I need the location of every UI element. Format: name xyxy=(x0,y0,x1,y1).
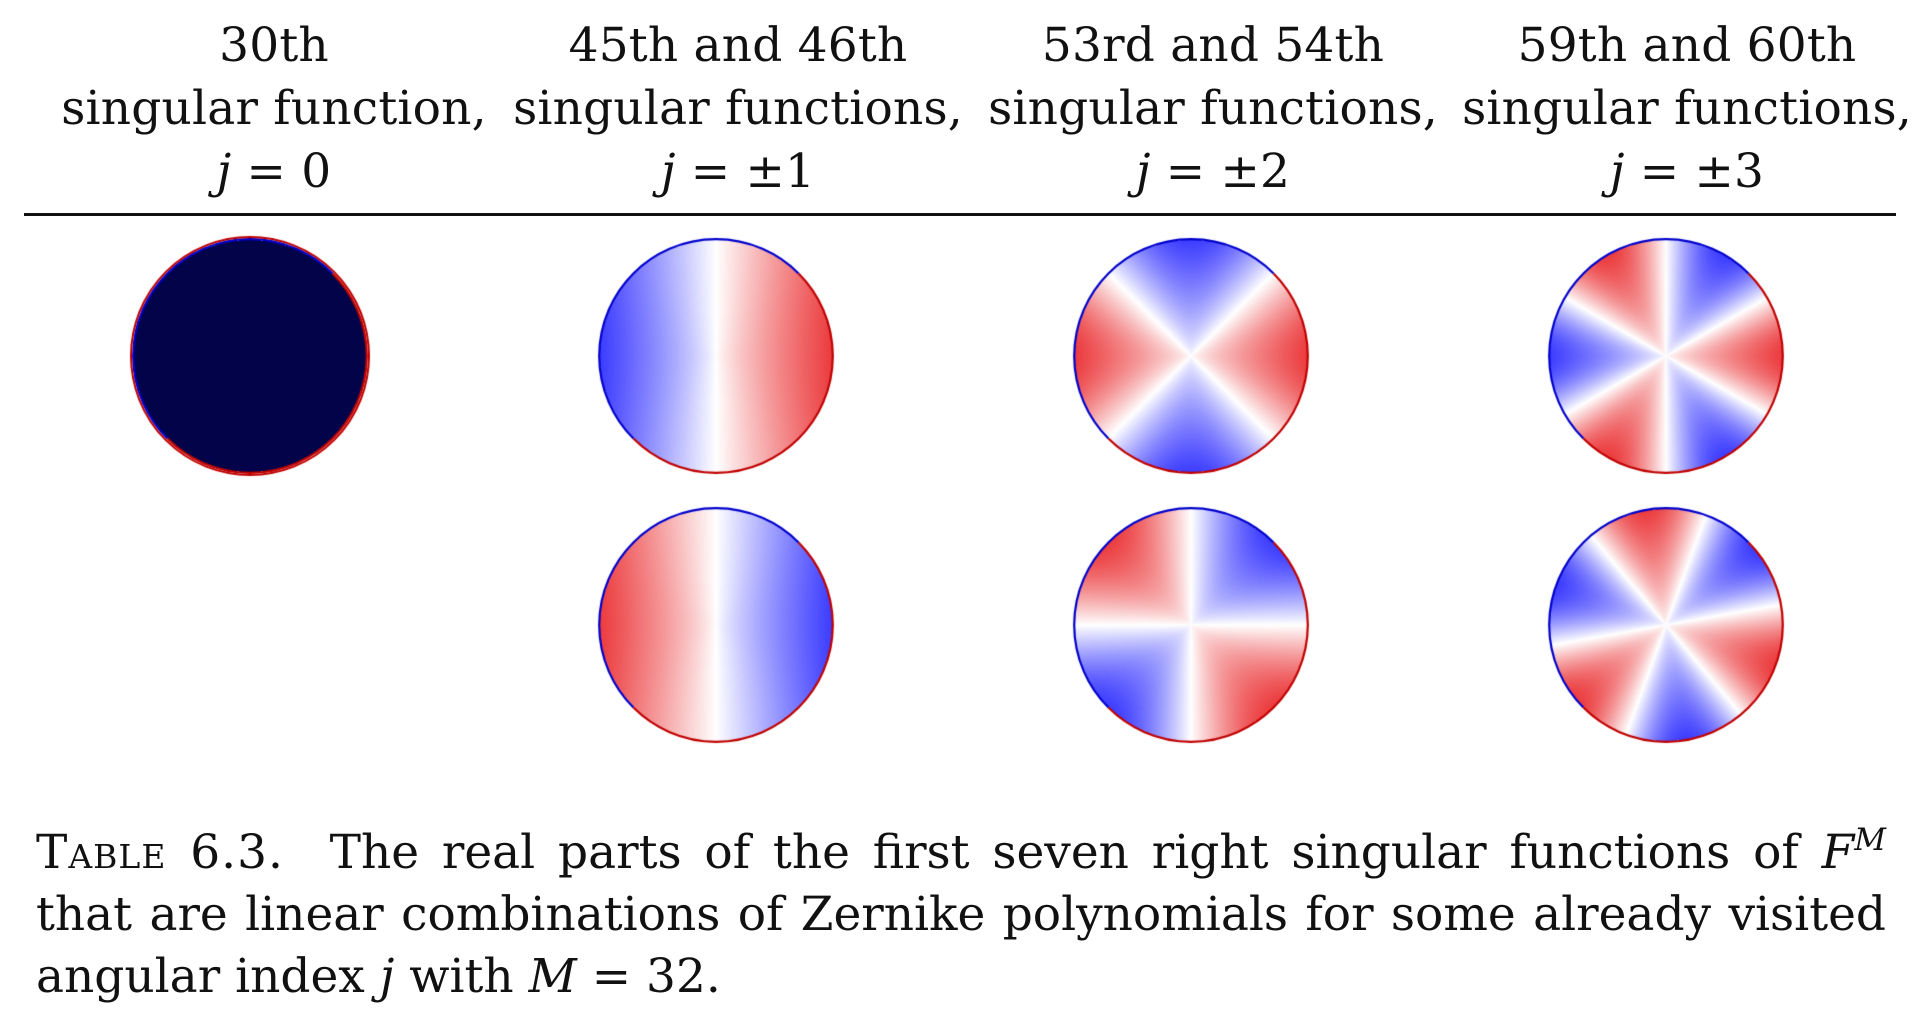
disc-j3-a xyxy=(1544,234,1788,478)
header-index: j = ±2 xyxy=(1135,144,1291,199)
disc-j2-b xyxy=(1069,503,1313,747)
header-ordinal: 53rd and 54th xyxy=(1041,18,1385,73)
disc-j0 xyxy=(128,234,372,478)
header-label: singular functions, xyxy=(513,81,963,136)
header-ordinal: 30th xyxy=(219,18,329,73)
header-label: singular functions, xyxy=(988,81,1438,136)
header-label: singular functions, xyxy=(1462,81,1912,136)
caption-label: Table 6.3. xyxy=(36,825,284,880)
header-index: j = ±3 xyxy=(1609,144,1765,199)
column-header-j1: 45th and 46th singular functions, j = ±1 xyxy=(503,14,973,203)
header-label: singular function, xyxy=(61,81,487,136)
disc-j3-b xyxy=(1544,503,1788,747)
header-index: j = 0 xyxy=(216,144,332,199)
header-index: j = ±1 xyxy=(660,144,816,199)
column-header-j3: 59th and 60th singular functions, j = ±3 xyxy=(1452,14,1920,203)
column-header-j0: 30th singular function, j = 0 xyxy=(39,14,509,203)
table-caption: Table 6.3. The real parts of the first s… xyxy=(36,822,1887,1005)
header-ordinal: 59th and 60th xyxy=(1517,18,1857,73)
table-rule xyxy=(24,213,1896,216)
header-ordinal: 45th and 46th xyxy=(568,18,908,73)
table-header: 30th singular function, j = 0 45th and 4… xyxy=(24,14,1911,199)
disc-j2-a xyxy=(1069,234,1313,478)
disc-j1-a xyxy=(594,234,838,478)
disc-j1-b xyxy=(594,503,838,747)
column-header-j2: 53rd and 54th singular functions, j = ±2 xyxy=(978,14,1448,203)
